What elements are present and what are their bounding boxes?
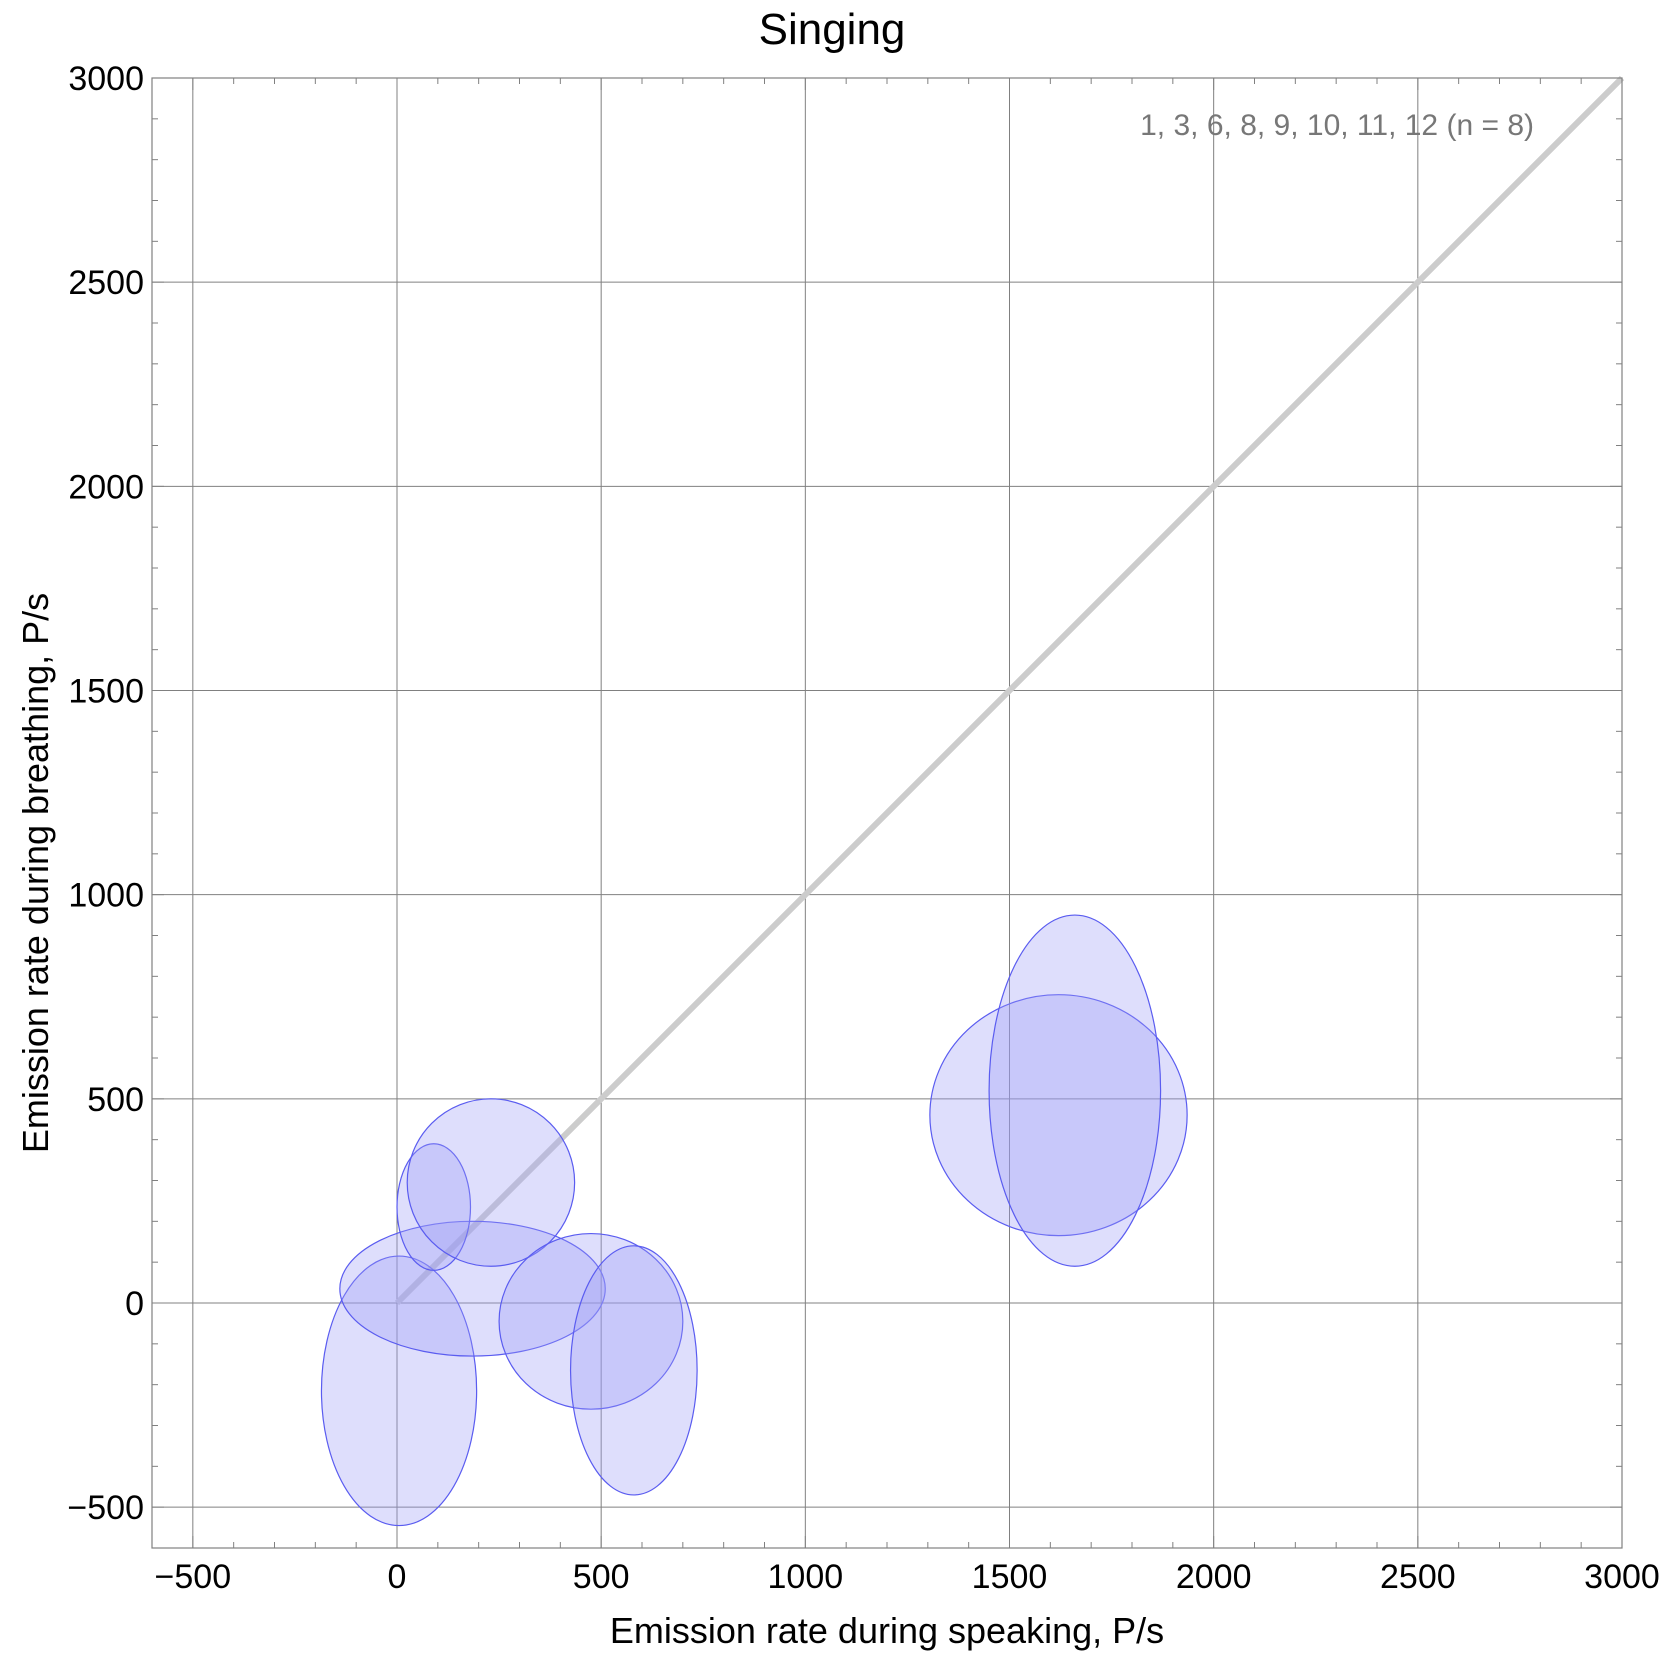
x-tick-labels: −500 0 500 1000 1500 2000 2500 3000 [155,1558,1660,1596]
y-tick-labels: −500 0 500 1000 1500 2000 2500 3000 [67,60,144,1527]
y-tick-label: 2000 [68,468,144,506]
subject-annotation: 1, 3, 6, 8, 9, 10, 11, 12 (n = 8) [1140,109,1534,142]
x-tick-label: −500 [155,1558,232,1596]
y-tick-label: 500 [87,1081,144,1119]
x-tick-label: 1000 [768,1558,844,1596]
confidence-ellipse-6 [569,1245,698,1496]
y-tick-label: 1500 [68,673,144,711]
plot-frame [151,77,1623,1549]
y-axis-title: Emission rate during breathing, P/s [15,593,56,1153]
ellipses [320,914,1188,1527]
x-tick-label: 1500 [972,1558,1048,1596]
y-tick-label: 2500 [68,264,144,302]
x-axis-title: Emission rate during speaking, P/s [610,1610,1164,1651]
confidence-ellipse-7 [929,994,1188,1237]
reference-line-group [394,75,1625,1306]
y-tick-label: 0 [125,1285,144,1323]
x-tick-label: 2500 [1380,1558,1456,1596]
confidence-ellipse-4 [406,1098,576,1267]
y-tick-label: −500 [67,1489,144,1527]
confidence-ellipse-5 [498,1232,684,1410]
y-tick-label: 1000 [68,877,144,915]
identity-line [394,75,1625,1306]
x-tick-label: 0 [388,1558,407,1596]
chart-title: Singing [759,5,906,54]
confidence-ellipse-3 [396,1143,472,1271]
confidence-ellipse-1 [320,1255,478,1527]
confidence-ellipse-8 [988,914,1162,1267]
x-tick-label: 3000 [1584,1558,1660,1596]
x-tick-label: 500 [573,1558,630,1596]
x-tick-label: 2000 [1176,1558,1252,1596]
confidence-ellipse-2 [339,1220,606,1357]
y-tick-label: 3000 [68,60,144,98]
